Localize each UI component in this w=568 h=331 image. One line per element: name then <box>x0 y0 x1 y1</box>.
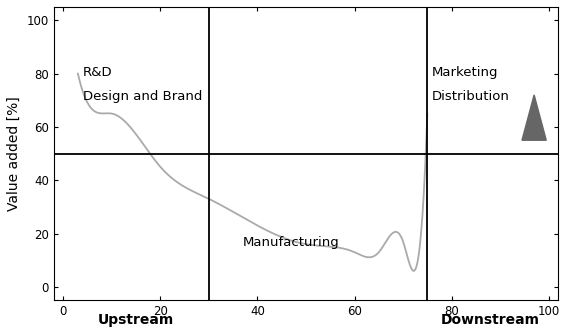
Text: Design and Brand: Design and Brand <box>83 90 202 103</box>
Y-axis label: Value added [%]: Value added [%] <box>7 96 21 211</box>
Text: Manufacturing: Manufacturing <box>243 236 340 249</box>
Text: Upstream: Upstream <box>98 313 174 327</box>
Text: Downstream: Downstream <box>441 313 540 327</box>
Text: R&D: R&D <box>83 66 112 78</box>
Text: Marketing: Marketing <box>432 66 499 78</box>
Polygon shape <box>522 95 546 140</box>
Text: Distribution: Distribution <box>432 90 510 103</box>
